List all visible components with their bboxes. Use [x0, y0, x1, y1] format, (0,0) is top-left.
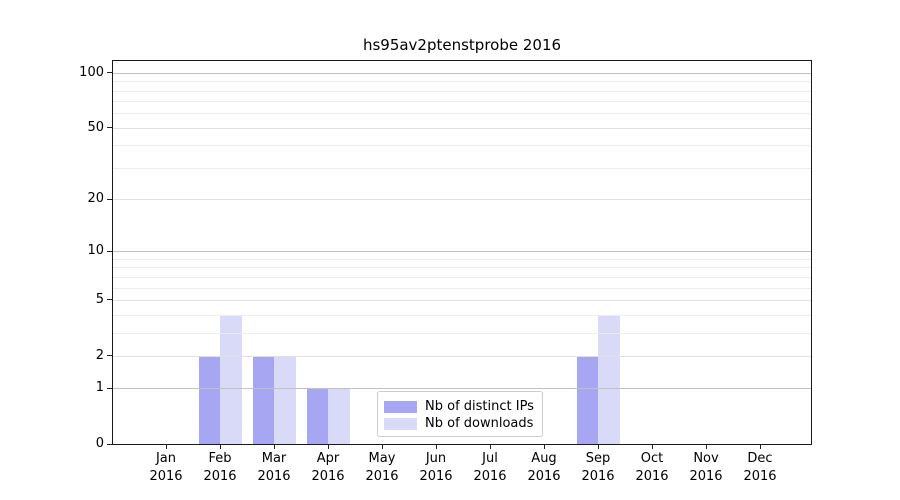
y-tick-label-50: 50 [87, 119, 104, 135]
y-tick-mark-0 [107, 443, 112, 445]
bar-nb-of-downloads-sep [598, 314, 620, 444]
legend-swatch-distinct-ips [384, 400, 417, 413]
x-tick-label-jan: Jan 2016 [149, 451, 183, 484]
legend: Nb of distinct IPs Nb of downloads [377, 391, 543, 437]
y-tick-label-100: 100 [79, 64, 104, 80]
gridline-1 [113, 388, 811, 390]
legend-label-distinct-ips: Nb of distinct IPs [425, 399, 534, 414]
gridline-minor [113, 90, 811, 92]
y-tick-label-0: 0 [95, 436, 104, 451]
bar-nb-of-distinct-ips-sep [576, 355, 598, 444]
gridline-5 [113, 299, 811, 301]
bar-nb-of-distinct-ips-feb [198, 355, 220, 444]
x-tick-mark-feb [220, 445, 221, 449]
gridline-minor [113, 267, 811, 269]
gridline-minor [113, 314, 811, 316]
y-tick-label-2: 2 [95, 347, 104, 363]
gridline-minor [113, 258, 811, 260]
bars-layer [113, 61, 811, 444]
x-tick-mark-sep [598, 445, 599, 449]
x-tick-label-feb: Feb 2016 [203, 451, 237, 484]
x-tick-label-dec: Dec 2016 [743, 451, 777, 484]
x-tick-label-may: May 2016 [365, 451, 399, 484]
gridline-minor [113, 287, 811, 289]
bar-nb-of-downloads-mar [274, 355, 296, 444]
grid-layer [113, 61, 811, 444]
y-tick-mark-10 [107, 250, 112, 252]
x-tick-label-mar: Mar 2016 [257, 451, 291, 484]
bar-nb-of-downloads-feb [220, 314, 242, 444]
y-tick-label-20: 20 [87, 191, 104, 207]
x-tick-label-aug: Aug 2016 [527, 451, 561, 484]
x-tick-mark-jun [436, 445, 437, 449]
plot-area [112, 60, 812, 445]
gridline-minor [113, 113, 811, 115]
x-tick-mark-dec [760, 445, 761, 449]
y-tick-mark-50 [107, 127, 112, 129]
y-tick-label-1: 1 [95, 380, 104, 396]
gridline-minor [113, 332, 811, 334]
x-tick-mark-jul [490, 445, 491, 449]
y-tick-mark-20 [107, 198, 112, 200]
legend-item-downloads: Nb of downloads [384, 415, 542, 432]
x-tick-mark-apr [328, 445, 329, 449]
gridline-10 [113, 251, 811, 253]
x-tick-mark-jan [166, 445, 167, 449]
gridline-minor [113, 276, 811, 278]
x-tick-mark-nov [706, 445, 707, 449]
legend-item-distinct-ips: Nb of distinct IPs [384, 398, 542, 415]
legend-label-downloads: Nb of downloads [425, 416, 534, 431]
x-tick-mark-mar [274, 445, 275, 449]
x-tick-label-jul: Jul 2016 [473, 451, 507, 484]
x-tick-label-sep: Sep 2016 [581, 451, 615, 484]
x-tick-label-jun: Jun 2016 [419, 451, 453, 484]
y-tick-label-5: 5 [95, 291, 104, 307]
bar-nb-of-distinct-ips-apr [306, 388, 328, 444]
y-tick-mark-5 [107, 299, 112, 301]
bar-nb-of-downloads-apr [328, 388, 350, 444]
y-tick-mark-100 [107, 72, 112, 74]
x-tick-mark-aug [544, 445, 545, 449]
y-tick-mark-1 [107, 387, 112, 389]
gridline-50 [113, 127, 811, 129]
x-tick-label-nov: Nov 2016 [689, 451, 723, 484]
x-tick-mark-oct [652, 445, 653, 449]
gridline-20 [113, 199, 811, 201]
gridline-2 [113, 355, 811, 357]
legend-swatch-downloads [384, 417, 417, 430]
gridline-minor [113, 145, 811, 147]
gridline-100 [113, 72, 811, 74]
bar-nb-of-distinct-ips-mar [252, 355, 274, 444]
gridline-minor [113, 167, 811, 169]
y-tick-mark-2 [107, 355, 112, 357]
y-tick-label-10: 10 [87, 243, 104, 259]
chart-title: hs95av2ptenstprobe 2016 [362, 36, 562, 54]
x-tick-label-oct: Oct 2016 [635, 451, 669, 484]
x-tick-mark-may [382, 445, 383, 449]
gridline-minor [113, 101, 811, 103]
gridline-minor [113, 81, 811, 83]
x-tick-label-apr: Apr 2016 [311, 451, 345, 484]
